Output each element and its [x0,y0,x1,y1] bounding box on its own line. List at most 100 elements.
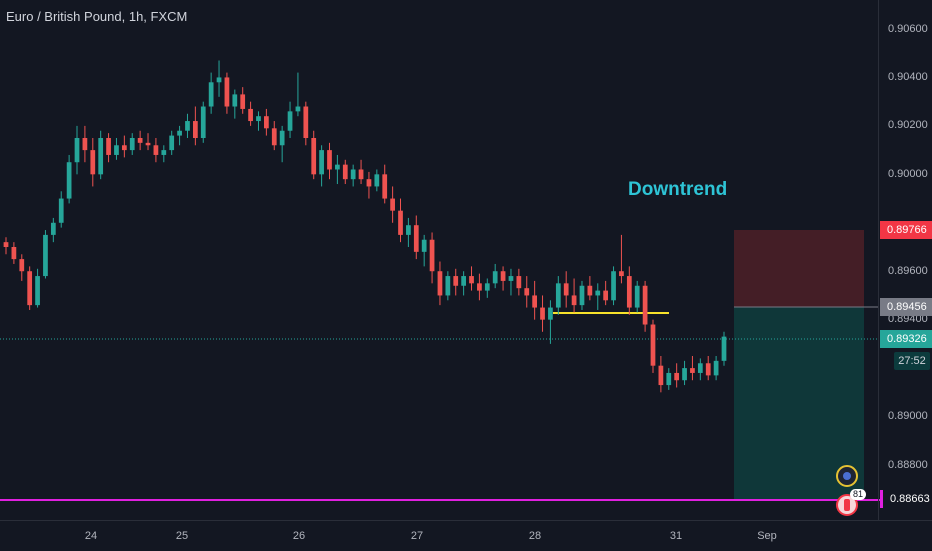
candle-body [287,111,293,131]
candle [555,276,561,315]
candle [82,125,88,163]
candle [43,230,48,279]
badge-count: 81 [850,489,867,500]
candle-body [508,276,514,281]
candle-body [500,271,506,281]
time-tick: 25 [175,530,189,542]
candle-body [200,106,206,138]
price-tick: 0.90200 [888,119,928,131]
candle-body [43,234,48,277]
time-axis[interactable]: 24 25 26 27 28 31 Sep [0,520,932,551]
candle-body [666,372,672,386]
candle [398,198,403,243]
candle-body [240,94,246,109]
candle [374,169,380,192]
candle-body [555,283,561,308]
candle [697,358,703,381]
candle [634,280,640,313]
candle [461,271,466,296]
candle-body [98,138,104,175]
candle-body [453,276,459,286]
candle [406,217,411,247]
price-axis[interactable]: 0.90600 0.90400 0.90200 0.90000 0.89600 … [878,0,932,520]
candle-body [658,365,664,386]
candle-body [35,276,40,306]
candle [224,72,230,114]
candle [137,130,143,151]
candle-body [611,271,616,301]
candle-body [208,82,214,107]
candle [192,106,198,146]
candle [114,138,119,160]
candle [516,268,522,296]
candle [295,72,301,117]
candle-body [342,164,348,180]
candle [690,356,695,381]
candle [721,331,727,366]
entry-price-tag: 0.89456 [880,298,932,316]
candle [603,280,609,306]
time-tick: 31 [669,530,683,542]
candle [548,300,553,344]
candle-body [303,106,309,138]
stop-zone [734,230,864,307]
downtrend-label[interactable]: Downtrend [628,179,728,200]
candle [532,280,538,320]
time-tick: 27 [410,530,424,542]
candle-body [185,121,190,131]
candle-body [145,142,151,146]
candle-body [177,130,182,136]
candle [626,266,632,315]
candle-body [690,368,695,373]
candle [311,130,317,180]
candle-body [619,271,624,277]
candle-body [271,128,277,146]
candle-body [524,288,530,296]
candle [382,164,388,204]
candle-body [358,169,364,180]
candle [524,276,530,308]
price-tick: 0.90400 [888,71,928,83]
candle-body [626,276,632,308]
candle [342,159,348,185]
candle [540,295,545,332]
candle-body [74,138,80,163]
candle-body [705,363,711,376]
candle [390,186,395,223]
price-tick: 0.88800 [888,459,928,471]
price-tick: 0.89600 [888,265,928,277]
candle [477,273,482,301]
candle [421,234,427,267]
candle-body [642,285,648,325]
candle-body [58,198,64,223]
time-tick: Sep [757,530,777,542]
candle [90,138,96,187]
candle [11,242,17,264]
candle [279,125,285,163]
candle [50,217,56,243]
price-tick: 0.89000 [888,410,928,422]
candle [129,133,135,155]
candle [169,130,175,155]
candle-body [492,271,498,284]
ideas-badge-icon[interactable] [836,465,858,487]
candle-body [232,94,238,107]
candle-body [682,368,687,381]
candles-group [3,60,727,393]
candle-body [327,150,332,170]
candle-body [192,121,198,138]
candle [587,276,593,301]
candle-body [650,324,656,366]
candle-countdown: 27:52 [894,352,930,370]
candle-body [469,276,474,284]
candle-body [319,150,324,175]
candle-body [153,145,159,155]
candle-body [366,179,372,187]
candle-body [437,271,443,296]
candle-body [721,336,727,361]
candle-body [50,222,56,235]
candle-body [587,285,593,296]
candle [335,154,340,185]
